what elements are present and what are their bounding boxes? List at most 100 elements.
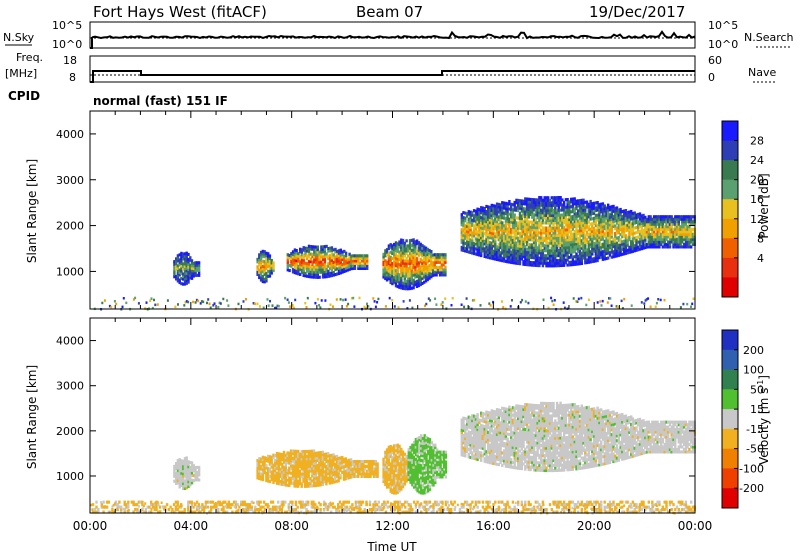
data-cell [494,227,497,231]
data-cell [339,468,342,472]
data-cell [520,252,523,256]
data-cell [288,478,291,482]
data-cell [187,485,190,489]
data-cell [387,262,391,266]
data-cell [543,231,546,235]
data-cell [481,211,485,215]
data-cell [594,221,598,225]
data-cell [305,450,309,454]
data-cell [536,248,539,252]
data-cell [624,216,628,220]
data-cell [311,474,314,478]
data-cell [194,465,197,469]
data-cell [423,268,426,272]
data-cell [532,233,536,237]
data-cell [196,475,199,479]
data-cell [369,474,372,478]
data-cell [460,248,463,252]
data-cell [394,449,398,453]
data-cell [511,251,515,255]
data-cell [312,469,316,473]
data-cell [513,238,516,242]
data-cell [412,278,415,282]
data-cell [555,201,559,205]
data-cell [192,264,195,268]
data-cell [571,258,575,262]
data-cell [471,251,474,255]
data-cell [382,477,385,481]
ground-scatter-cell [363,305,366,309]
data-cell [387,254,391,258]
data-cell [499,243,502,247]
data-cell [414,260,417,264]
data-cell [684,245,688,249]
data-cell [640,226,643,230]
data-cell [476,207,479,211]
data-cell [341,460,344,464]
data-cell [408,271,412,275]
data-cell [511,240,515,244]
data-cell [286,473,289,477]
data-cell [391,478,394,482]
data-cell [295,259,298,263]
data-cell [621,235,624,239]
data-cell [472,216,476,220]
data-cell [619,223,622,227]
data-cell [518,244,522,248]
data-cell [582,241,585,245]
data-cell [369,469,372,473]
data-cell [366,259,369,263]
data-cell [286,471,289,475]
data-cell [268,254,272,258]
data-cell [298,472,302,476]
data-cell [438,258,442,262]
data-cell [548,208,552,212]
data-cell [605,231,608,235]
ground-scatter-cell [292,306,295,310]
data-cell [592,244,596,248]
data-cell [400,457,403,461]
data-cell [298,455,302,459]
data-cell [504,217,508,221]
data-cell [391,249,394,253]
data-cell [577,201,580,205]
data-cell [400,273,403,277]
ground-scatter-cell [488,302,491,305]
ground-scatter-cell [511,299,513,302]
data-cell [362,254,365,258]
data-cell [585,238,589,242]
data-cell [554,259,557,263]
data-cell [679,227,682,231]
data-cell [584,221,587,225]
data-cell [677,235,680,239]
data-cell [522,247,525,251]
data-cell [394,274,398,278]
data-cell [337,476,340,480]
colorbar-swatch [722,257,738,278]
data-cell [554,201,557,205]
data-cell [197,465,201,469]
data-cell [414,242,417,246]
data-cell [265,471,268,475]
data-cell [585,223,589,227]
data-cell [327,469,330,473]
data-cell [577,247,580,251]
data-cell [681,222,684,226]
data-cell [309,257,312,261]
data-cell [306,264,309,268]
data-cell [304,482,307,486]
ground-scatter-cell [524,300,527,303]
data-cell [527,238,530,242]
data-cell [531,235,534,239]
data-cell [339,256,342,260]
data-cell [592,242,596,246]
data-cell [538,203,541,207]
data-cell [178,470,181,474]
data-cell [460,213,463,217]
data-cell [291,469,295,473]
data-cell [545,211,548,215]
data-cell [547,229,550,233]
data-cell [316,456,319,460]
data-cell [630,240,633,244]
data-cell [600,253,603,257]
